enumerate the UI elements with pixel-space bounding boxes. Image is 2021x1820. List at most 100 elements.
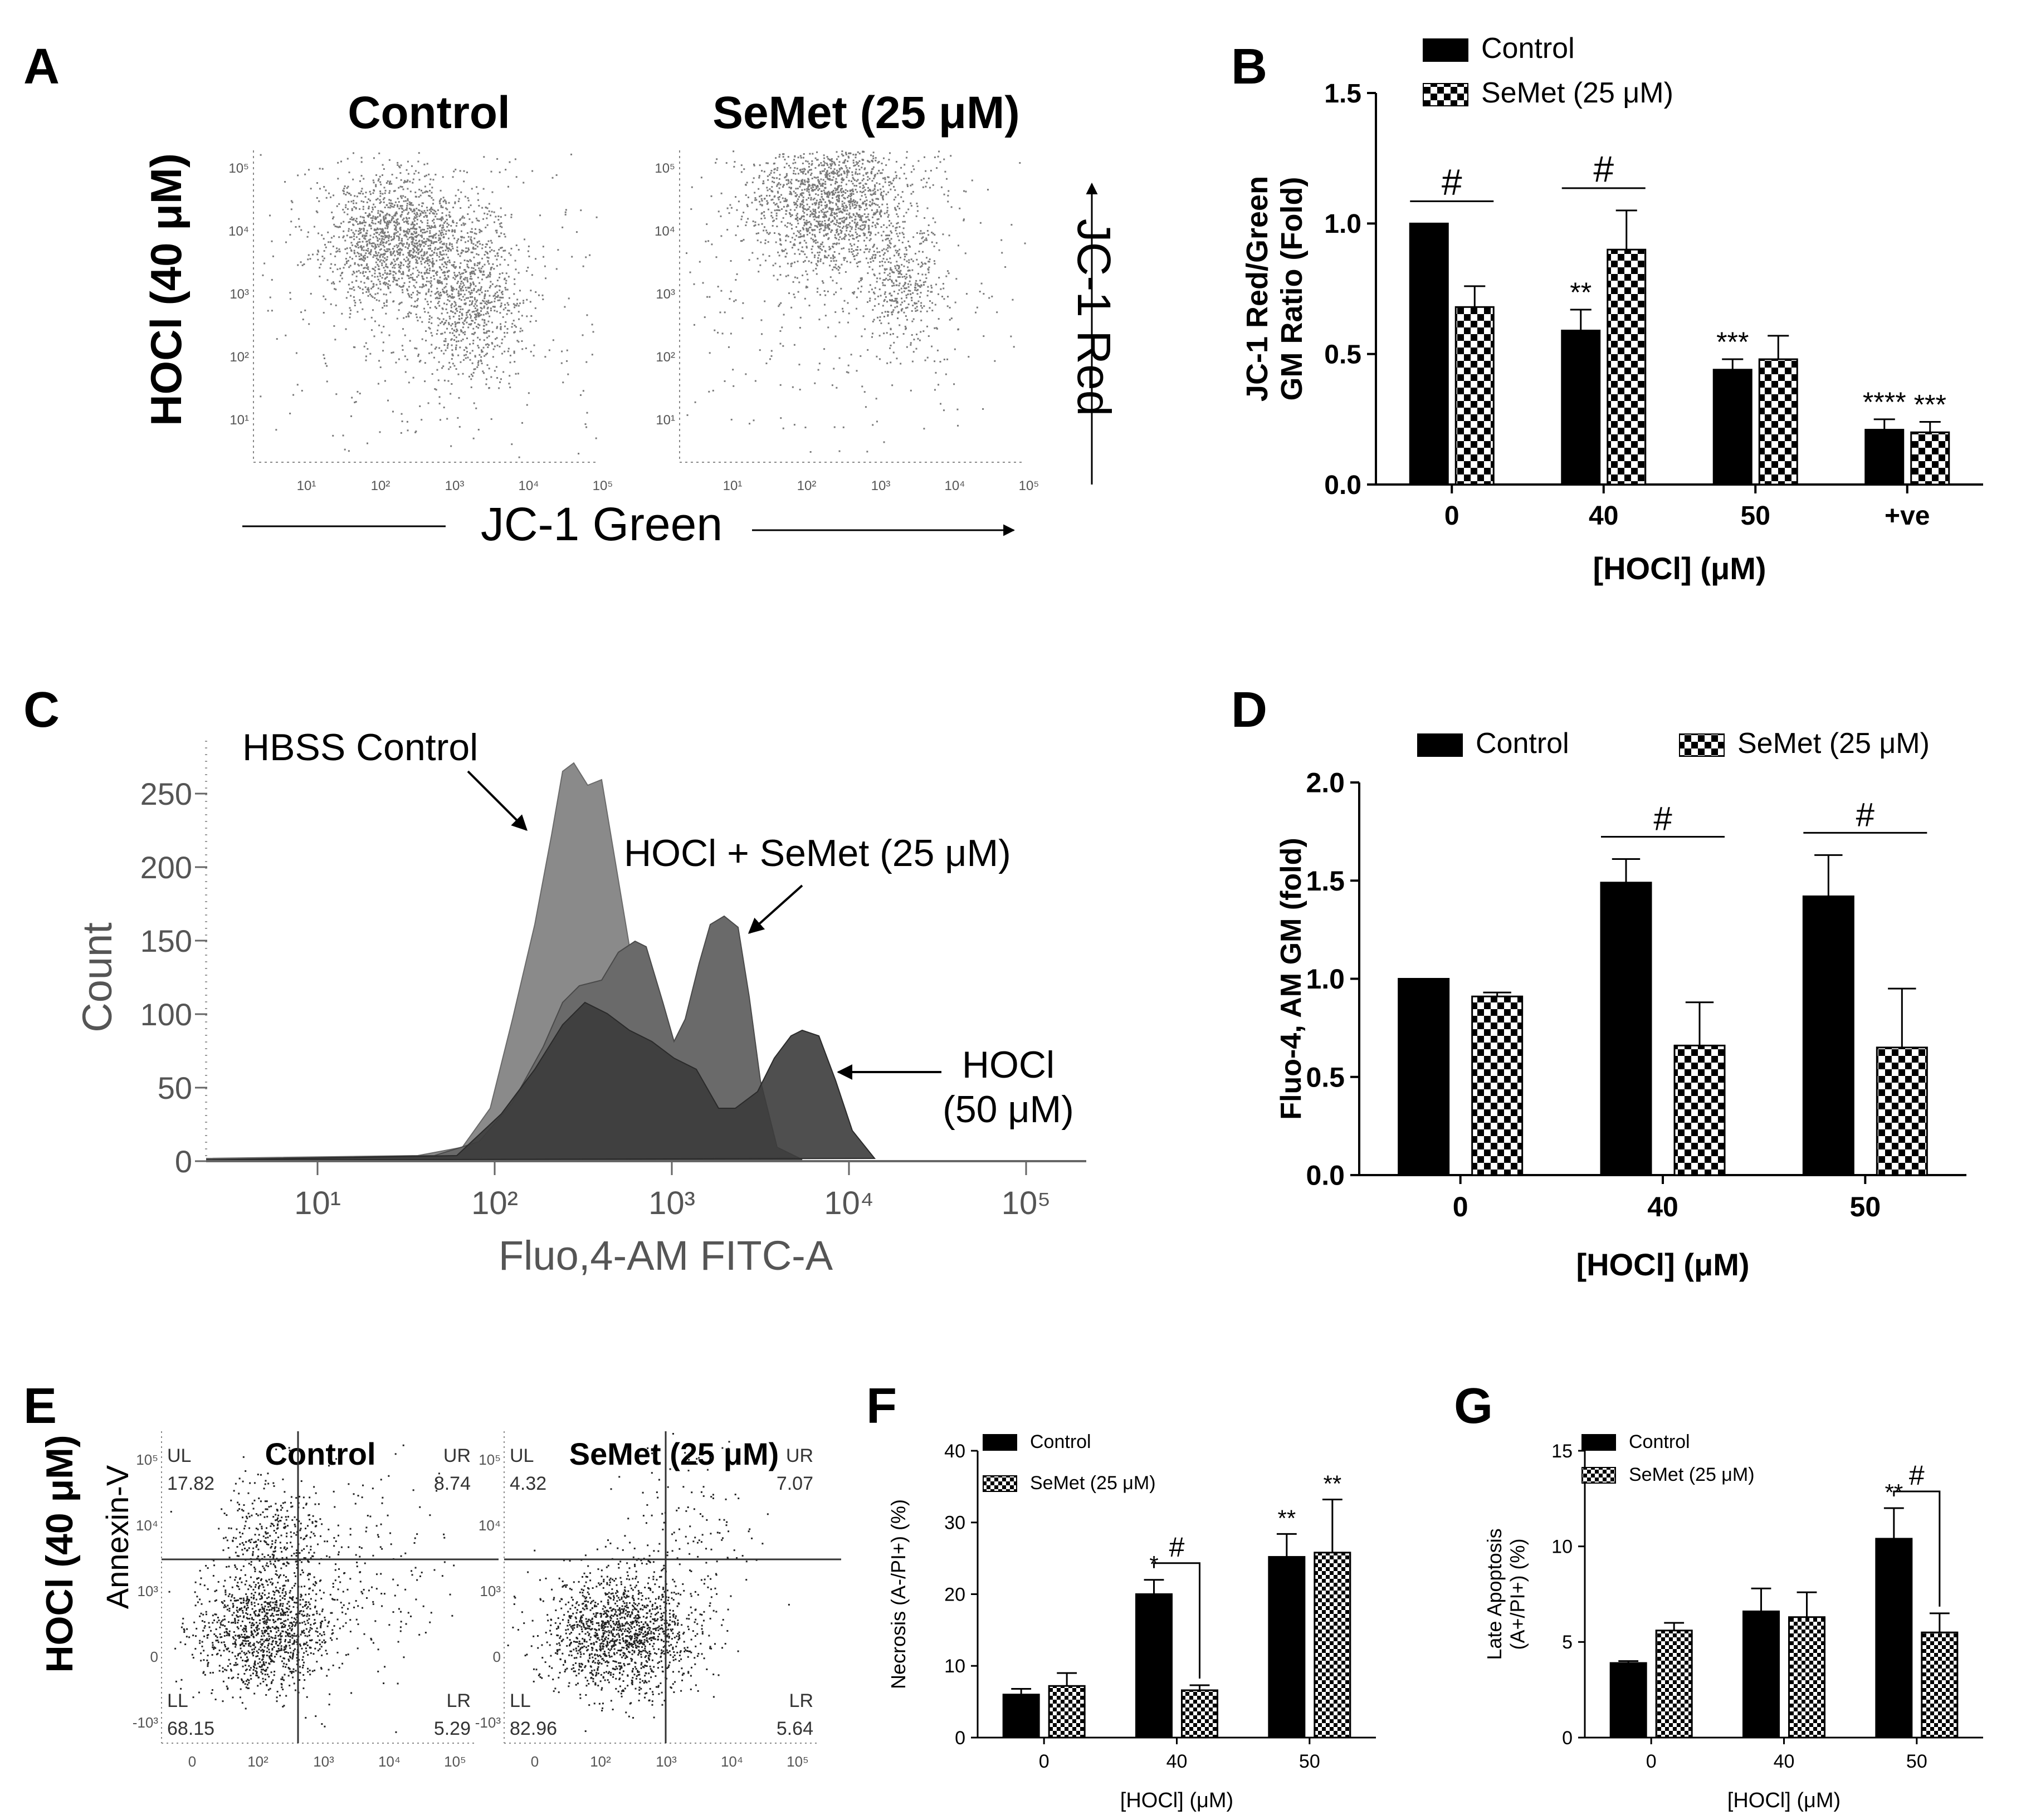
event-dot: [214, 1600, 216, 1602]
event-dot: [489, 251, 491, 253]
event-dot: [912, 190, 914, 193]
event-dot: [359, 272, 362, 274]
event-dot: [374, 272, 376, 275]
event-dot: [760, 218, 763, 220]
event-dot: [856, 173, 858, 175]
event-dot: [462, 249, 465, 252]
event-dot: [927, 335, 930, 337]
event-dot: [871, 159, 873, 162]
event-dot: [446, 226, 448, 228]
event-dot: [428, 290, 430, 292]
event-dot: [764, 239, 767, 241]
event-dot: [775, 203, 778, 205]
event-dot: [500, 378, 502, 380]
event-dot: [384, 251, 387, 253]
bracket-label: #: [1653, 800, 1672, 837]
event-dot: [372, 309, 374, 311]
event-dot: [965, 293, 968, 295]
event-dot: [321, 1608, 324, 1611]
event-dot: [389, 222, 391, 224]
event-dot: [595, 437, 597, 439]
event-dot: [438, 347, 441, 349]
legend-swatch-control: [1417, 733, 1463, 757]
event-dot: [426, 209, 428, 212]
event-dot: [412, 376, 414, 379]
event-dot: [418, 360, 421, 363]
event-dot: [900, 270, 902, 272]
event-dot: [442, 249, 444, 252]
event-dot: [770, 189, 773, 192]
event-dot: [923, 232, 925, 234]
event-dot: [795, 214, 798, 217]
event-dot: [595, 216, 598, 218]
event-dot: [820, 200, 822, 203]
event-dot: [917, 288, 919, 291]
event-dot: [907, 270, 909, 272]
event-dot: [354, 302, 357, 304]
event-dot: [924, 156, 926, 158]
event-dot: [797, 260, 799, 262]
event-dot: [923, 428, 925, 430]
event-dot: [344, 448, 346, 451]
event-dot: [401, 301, 403, 304]
event-dot: [486, 207, 489, 209]
event-dot: [838, 200, 840, 203]
event-dot: [843, 219, 846, 222]
event-dot: [851, 234, 853, 236]
event-dot: [870, 172, 872, 174]
event-dot: [421, 221, 423, 223]
event-dot: [474, 355, 476, 357]
event-dot: [745, 221, 748, 223]
event-dot: [423, 272, 426, 274]
event-dot: [466, 279, 468, 281]
event-dot: [915, 310, 917, 312]
event-dot: [494, 292, 496, 295]
event-dot: [900, 363, 902, 365]
event-dot: [466, 351, 468, 353]
event-dot: [462, 290, 465, 292]
event-dot: [514, 283, 516, 285]
event-dot: [474, 313, 476, 315]
event-dot: [733, 165, 735, 168]
event-dot: [780, 208, 783, 211]
event-dot: [772, 265, 774, 267]
event-dot: [905, 287, 907, 289]
event-dot: [849, 226, 851, 228]
event-dot: [838, 199, 840, 202]
event-dot: [726, 228, 729, 231]
event-dot: [394, 213, 396, 216]
event-dot: [336, 250, 339, 252]
event-dot: [412, 251, 414, 253]
event-dot: [390, 352, 393, 354]
event-dot: [316, 197, 318, 199]
event-dot: [824, 204, 826, 207]
event-dot: [417, 160, 419, 163]
event-dot: [814, 167, 817, 169]
event-dot: [775, 214, 778, 217]
event-dot: [417, 270, 419, 272]
event-dot: [927, 290, 929, 292]
event-dot: [738, 200, 740, 203]
event-dot: [809, 213, 812, 216]
event-dot: [914, 253, 916, 255]
event-dot: [216, 1653, 218, 1656]
event-dot: [822, 262, 824, 265]
event-dot: [863, 151, 865, 153]
event-dot: [479, 231, 481, 233]
event-dot: [808, 189, 810, 191]
event-dot: [389, 204, 392, 207]
event-dot: [381, 238, 383, 240]
event-dot: [942, 283, 944, 285]
event-dot: [802, 156, 804, 159]
event-dot: [341, 272, 344, 274]
event-dot: [907, 303, 910, 305]
event-dot: [419, 360, 422, 362]
event-dot: [862, 184, 865, 187]
event-dot: [419, 194, 422, 197]
event-dot: [324, 243, 326, 246]
event-dot: [852, 177, 854, 179]
event-dot: [901, 276, 904, 278]
event-dot: [424, 191, 426, 193]
event-dot: [801, 246, 803, 248]
event-dot: [846, 172, 848, 174]
